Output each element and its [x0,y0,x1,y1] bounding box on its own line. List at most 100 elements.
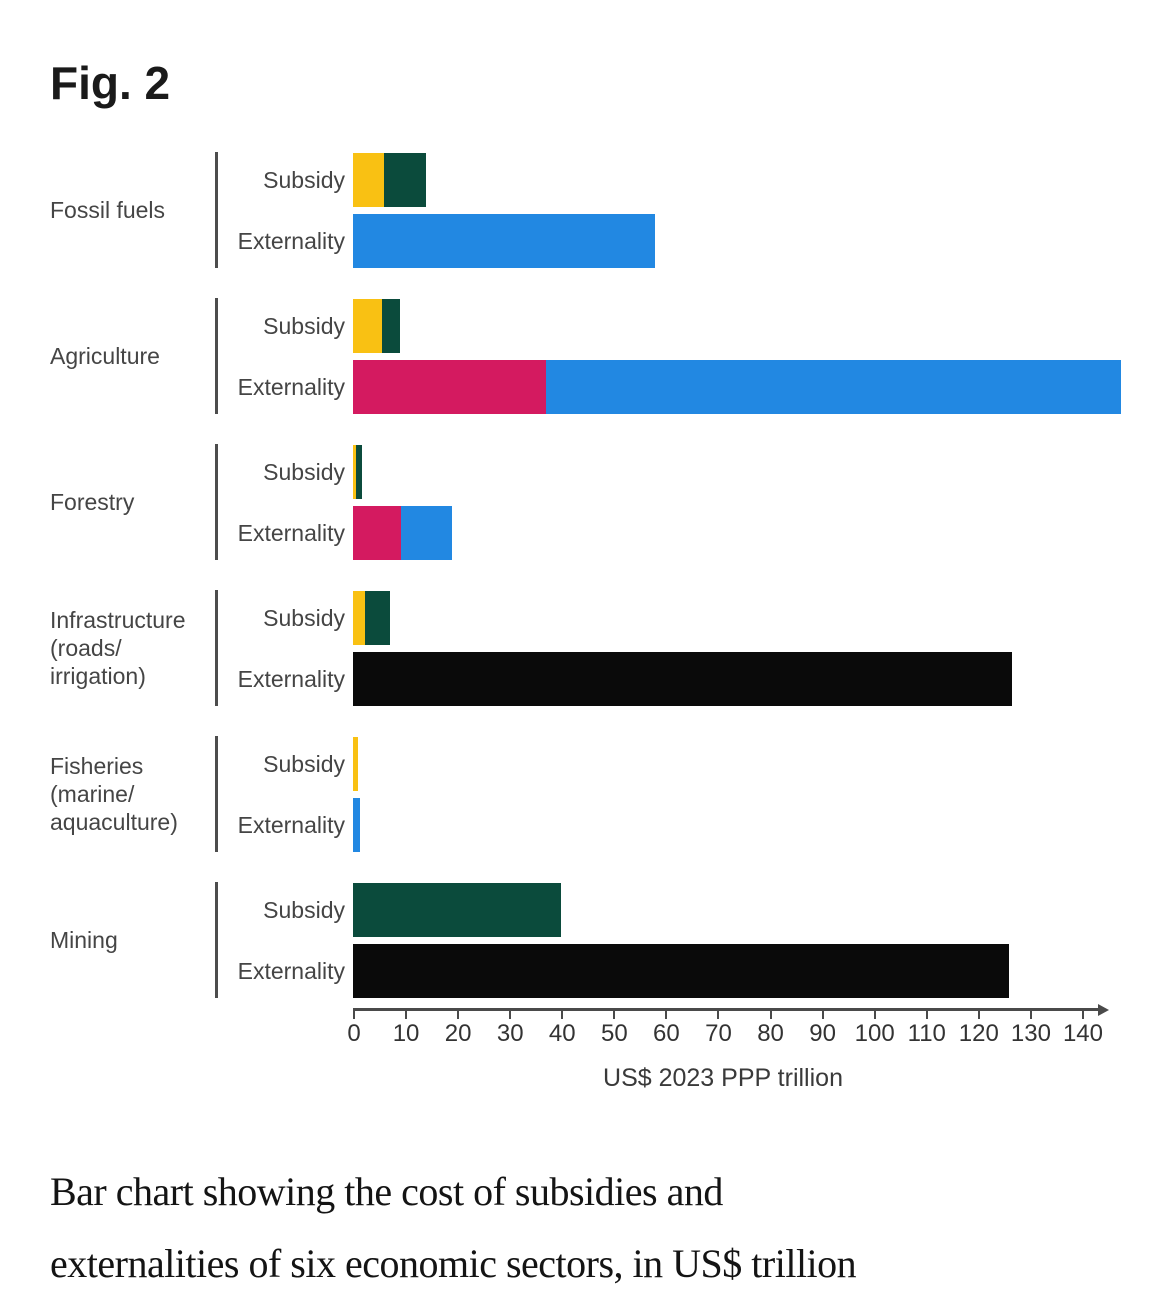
subsidy-bar [353,445,362,499]
bar-segment-pink [353,360,546,414]
row-label-subsidy: Subsidy [263,458,345,485]
x-axis-tick-label: 60 [653,1020,680,1047]
x-axis-tick [1081,1008,1084,1019]
bar-segment-green [364,591,391,645]
bar-segment-yellow [353,737,359,791]
x-axis-tick-label: 90 [809,1020,836,1047]
row-label-subsidy: Subsidy [263,312,345,339]
x-axis-line [353,1008,1100,1011]
sector-label-line: Infrastructure [50,607,186,633]
row-label-externality: Externality [237,519,345,546]
sector-label: Fossil fuels [50,152,220,268]
bar-segment-yellow [353,153,385,207]
x-axis-tick [821,1008,824,1019]
sector-label: Fisheries (marine/aquaculture) [50,736,220,852]
bar-segment-blue [545,360,1122,414]
bar-segment-black [353,944,1010,998]
x-axis-tick-label: 20 [444,1020,472,1047]
sector-label: Agriculture [50,298,220,414]
sector-label-line: Mining [50,927,118,953]
x-axis-tick-label: 110 [907,1020,946,1047]
subsidy-bar [353,737,359,791]
x-axis-tick-label: 130 [1010,1020,1051,1047]
sector-separator-line [215,590,218,706]
bar-segment-green [381,299,400,353]
row-label-subsidy: Subsidy [263,604,345,631]
sector-label-line: (marine/ [50,781,135,807]
x-axis-tick [925,1008,928,1019]
x-axis-tick-label: 50 [600,1020,628,1047]
x-axis-tick [873,1008,876,1019]
sector-label-line: irrigation) [50,663,146,689]
row-label-externality: Externality [237,373,345,400]
sector-label-line: aquaculture) [50,809,178,835]
row-label-externality: Externality [237,665,345,692]
row-label-externality: Externality [237,957,345,984]
x-axis-tick [353,1008,355,1019]
externality-bar [353,944,1010,998]
bar-segment-green [355,445,362,499]
figure-label: Fig. 2 [50,57,171,109]
bar-segment-black [353,652,1012,706]
x-axis-tick-label: 100 [854,1020,895,1047]
bar-segment-blue [353,798,361,852]
figure-caption: Bar chart showing the cost of subsidies … [50,1156,1160,1300]
bar-segment-green [384,153,426,207]
x-axis-tick [769,1008,772,1019]
x-axis-tick-label: 120 [958,1020,999,1047]
bar-segment-green [353,883,562,937]
bar-segment-blue [400,506,452,560]
subsidy-bar [353,299,400,353]
x-axis-tick [613,1008,616,1019]
bar-segment-yellow [353,591,365,645]
x-axis-tick [665,1008,668,1019]
x-axis-tick-label: 70 [705,1020,732,1047]
x-axis-tick [509,1008,512,1019]
x-axis-title: US$ 2023 PPP trillion [603,1064,843,1092]
bar-segment-pink [353,506,401,560]
x-axis-tick [457,1008,460,1019]
row-label-externality: Externality [237,227,345,254]
row-label-externality: Externality [237,811,345,838]
x-axis-arrow-icon [1098,1003,1109,1016]
x-axis-tick [561,1008,564,1019]
row-label-subsidy: Subsidy [263,750,345,777]
x-axis-tick [977,1008,980,1019]
sector-separator-line [215,736,218,852]
caption-line-2: externalities of six economic sectors, i… [50,1241,857,1286]
x-axis-tick [717,1008,720,1019]
externality-bar [353,360,1122,414]
subsidy-bar [353,591,391,645]
sector-label: Forestry [50,444,220,560]
caption-line-1: Bar chart showing the cost of subsidies … [50,1169,723,1214]
x-axis-tick-label: 140 [1062,1020,1103,1047]
sector-label-line: Agriculture [50,343,160,369]
externality-bar [353,214,655,268]
sector-label-line: Fossil fuels [50,197,166,223]
x-axis-tick [1029,1008,1032,1019]
sector-label: Mining [50,882,220,998]
subsidy-bar [353,883,562,937]
sector-label: Infrastructure (roads/irrigation) [50,590,220,706]
sector-separator-line [215,152,218,268]
externality-bar [353,652,1012,706]
row-label-subsidy: Subsidy [263,166,345,193]
bar-segment-blue [353,214,655,268]
x-axis-tick-label: 30 [496,1020,524,1047]
sector-separator-line [215,444,218,560]
externality-bar [353,798,361,852]
sector-separator-line [215,882,218,998]
x-axis-tick-label: 80 [757,1020,784,1047]
x-axis-tick-label: 40 [548,1020,576,1047]
sector-label-line: Forestry [50,489,135,515]
sector-label-line: Fisheries [50,753,144,779]
x-axis-tick-label: 0 [347,1020,361,1047]
subsidy-bar [353,153,426,207]
sector-separator-line [215,298,218,414]
x-axis-tick [405,1008,408,1019]
bar-segment-yellow [353,299,382,353]
bar-segment-yellow [353,445,356,499]
sector-label-line: (roads/ [50,635,122,661]
row-label-subsidy: Subsidy [263,896,345,923]
